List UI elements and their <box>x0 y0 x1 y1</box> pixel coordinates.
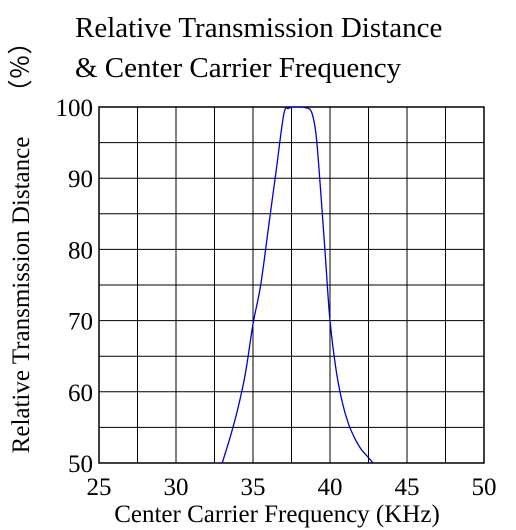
x-tick-label: 45 <box>395 474 420 501</box>
x-tick-label: 25 <box>87 474 112 501</box>
chart-title-line-1: Relative Transmission Distance <box>75 12 442 44</box>
y-tick-label: 90 <box>68 166 93 193</box>
x-tick-label: 40 <box>318 474 343 501</box>
x-tick-label: 30 <box>164 474 189 501</box>
y-tick-label: 100 <box>56 95 94 122</box>
grid <box>99 107 484 463</box>
y-tick-labels: 50 60 70 80 90 100 <box>56 95 94 478</box>
y-axis-unit: （％） <box>7 29 35 104</box>
y-tick-label: 80 <box>68 237 93 264</box>
chart-title-line-2: & Center Carrier Frequency <box>75 52 402 84</box>
x-tick-labels: 25 30 35 40 45 50 <box>87 474 497 501</box>
series-group <box>221 106 374 464</box>
y-tick-label: 60 <box>68 380 93 407</box>
x-tick-label: 35 <box>241 474 266 501</box>
y-tick-label: 70 <box>68 309 93 336</box>
x-tick-label: 50 <box>472 474 497 501</box>
series-line <box>221 106 374 464</box>
y-axis-label-group: Relative Transmission Distance （％） <box>7 29 35 453</box>
x-axis-label: Center Carrier Frequency (KHz) <box>114 501 440 528</box>
y-axis-label: Relative Transmission Distance <box>8 137 35 454</box>
y-tick-label: 50 <box>68 451 93 478</box>
